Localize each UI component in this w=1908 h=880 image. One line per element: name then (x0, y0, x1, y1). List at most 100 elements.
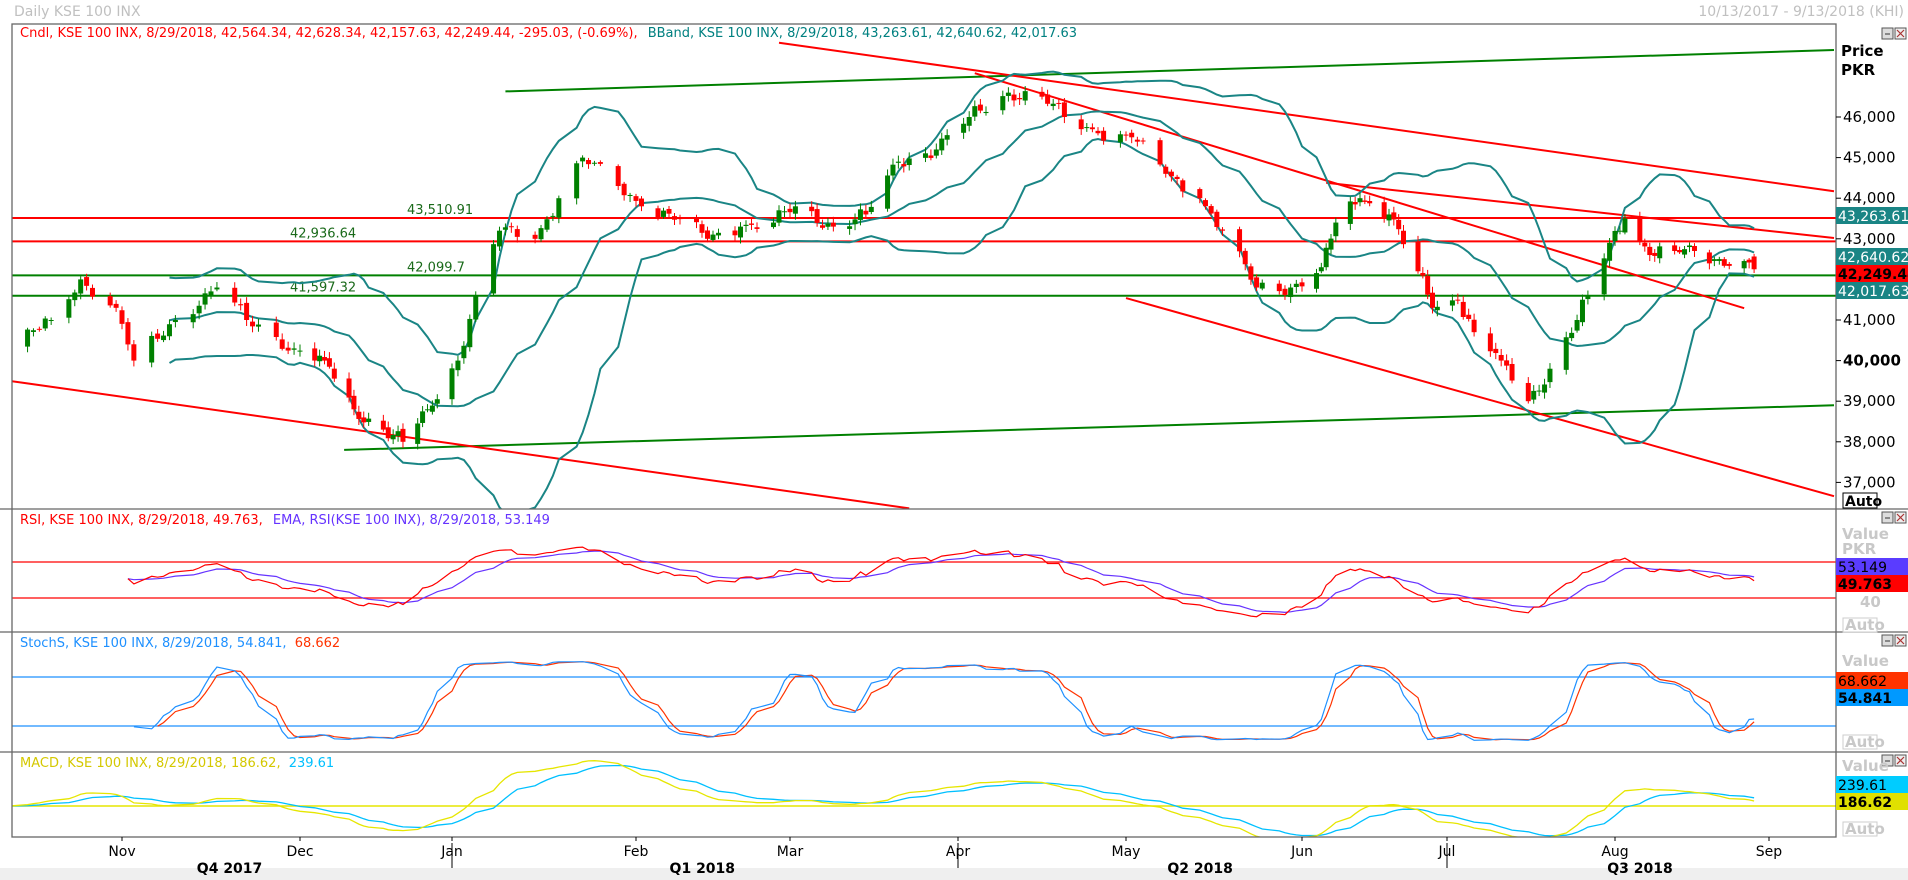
candle[interactable] (621, 181, 627, 201)
candle[interactable] (1367, 195, 1373, 207)
candle[interactable] (830, 216, 836, 232)
candle[interactable] (961, 117, 967, 139)
candle[interactable] (467, 314, 473, 352)
candle[interactable] (255, 318, 261, 332)
candle[interactable] (672, 212, 677, 226)
candle[interactable] (776, 205, 782, 227)
candle[interactable] (250, 315, 256, 333)
candle[interactable] (1293, 279, 1299, 294)
candle[interactable] (491, 239, 497, 297)
candle[interactable] (694, 214, 699, 229)
candle[interactable] (1039, 86, 1045, 100)
candle[interactable] (1466, 308, 1472, 322)
candle[interactable] (291, 342, 297, 355)
candle[interactable] (1652, 249, 1658, 262)
candle[interactable] (532, 231, 538, 244)
candle[interactable] (1352, 196, 1358, 210)
candle[interactable] (424, 404, 430, 413)
candle[interactable] (1276, 280, 1282, 295)
candle[interactable] (1174, 174, 1180, 186)
candle[interactable] (149, 331, 155, 368)
candle[interactable] (754, 222, 760, 233)
candle[interactable] (1460, 295, 1466, 320)
candle[interactable] (885, 169, 891, 212)
candle[interactable] (1622, 214, 1628, 235)
candle[interactable] (538, 224, 544, 242)
candle[interactable] (1607, 237, 1613, 267)
candle[interactable] (1579, 294, 1585, 327)
candle[interactable] (390, 429, 396, 445)
candle[interactable] (1347, 196, 1353, 230)
candle[interactable] (1140, 137, 1146, 145)
candle[interactable] (1318, 262, 1324, 274)
candle[interactable] (825, 217, 831, 231)
candle[interactable] (89, 284, 95, 300)
candle[interactable] (1362, 195, 1368, 205)
candle[interactable] (1288, 283, 1294, 303)
candle[interactable] (1401, 224, 1406, 249)
candle[interactable] (190, 309, 196, 329)
candle[interactable] (1005, 87, 1011, 102)
candle[interactable] (84, 273, 90, 291)
candle[interactable] (361, 411, 367, 428)
candle[interactable] (1547, 363, 1553, 388)
candle[interactable] (400, 423, 406, 448)
candle[interactable] (1746, 257, 1752, 269)
candle[interactable] (366, 412, 372, 426)
candle[interactable] (1425, 269, 1431, 300)
candle[interactable] (933, 143, 939, 159)
candle[interactable] (1585, 290, 1591, 305)
candle[interactable] (196, 300, 202, 320)
candle[interactable] (615, 164, 621, 191)
candle[interactable] (1248, 263, 1254, 285)
candle[interactable] (473, 291, 479, 323)
candle[interactable] (1455, 293, 1461, 305)
candle[interactable] (42, 316, 48, 331)
candle[interactable] (1123, 131, 1129, 141)
candle[interactable] (273, 316, 279, 341)
candle[interactable] (1381, 196, 1387, 223)
candle[interactable] (1420, 267, 1426, 279)
candle[interactable] (297, 344, 303, 357)
candle[interactable] (1022, 86, 1028, 106)
candle[interactable] (1449, 294, 1455, 312)
candle[interactable] (792, 200, 798, 220)
candle[interactable] (1525, 377, 1531, 404)
candle[interactable] (1237, 226, 1243, 258)
candle[interactable] (1637, 211, 1643, 246)
rsi-panel[interactable] (12, 546, 1836, 618)
candle[interactable] (449, 363, 455, 405)
candle[interactable] (1691, 243, 1697, 257)
candle[interactable] (1157, 137, 1163, 167)
candle[interactable] (863, 204, 869, 219)
candle[interactable] (820, 219, 826, 230)
candle[interactable] (461, 341, 467, 364)
candle[interactable] (202, 288, 208, 310)
candle[interactable] (633, 193, 639, 207)
candle[interactable] (351, 389, 357, 416)
candle[interactable] (119, 306, 125, 330)
rsi-auto-button[interactable]: Auto (1842, 616, 1885, 634)
candle[interactable] (514, 225, 520, 243)
candle[interactable] (544, 216, 550, 233)
candle[interactable] (574, 160, 580, 205)
candle[interactable] (1017, 92, 1023, 105)
candle[interactable] (172, 315, 178, 328)
candle[interactable] (591, 160, 597, 166)
candle[interactable] (395, 425, 401, 442)
candle[interactable] (1687, 242, 1693, 253)
candle[interactable] (1741, 259, 1747, 274)
candle[interactable] (1647, 242, 1653, 262)
candle[interactable] (238, 298, 244, 311)
candle[interactable] (1682, 245, 1688, 259)
candle[interactable] (1129, 129, 1135, 144)
candle[interactable] (356, 405, 362, 426)
candle[interactable] (1391, 206, 1397, 226)
candle[interactable] (1323, 243, 1329, 271)
candle[interactable] (25, 327, 31, 353)
candle[interactable] (155, 329, 161, 342)
candle[interactable] (1493, 342, 1499, 360)
candle[interactable] (1751, 253, 1757, 274)
candle[interactable] (113, 300, 119, 312)
candle[interactable] (743, 220, 749, 232)
